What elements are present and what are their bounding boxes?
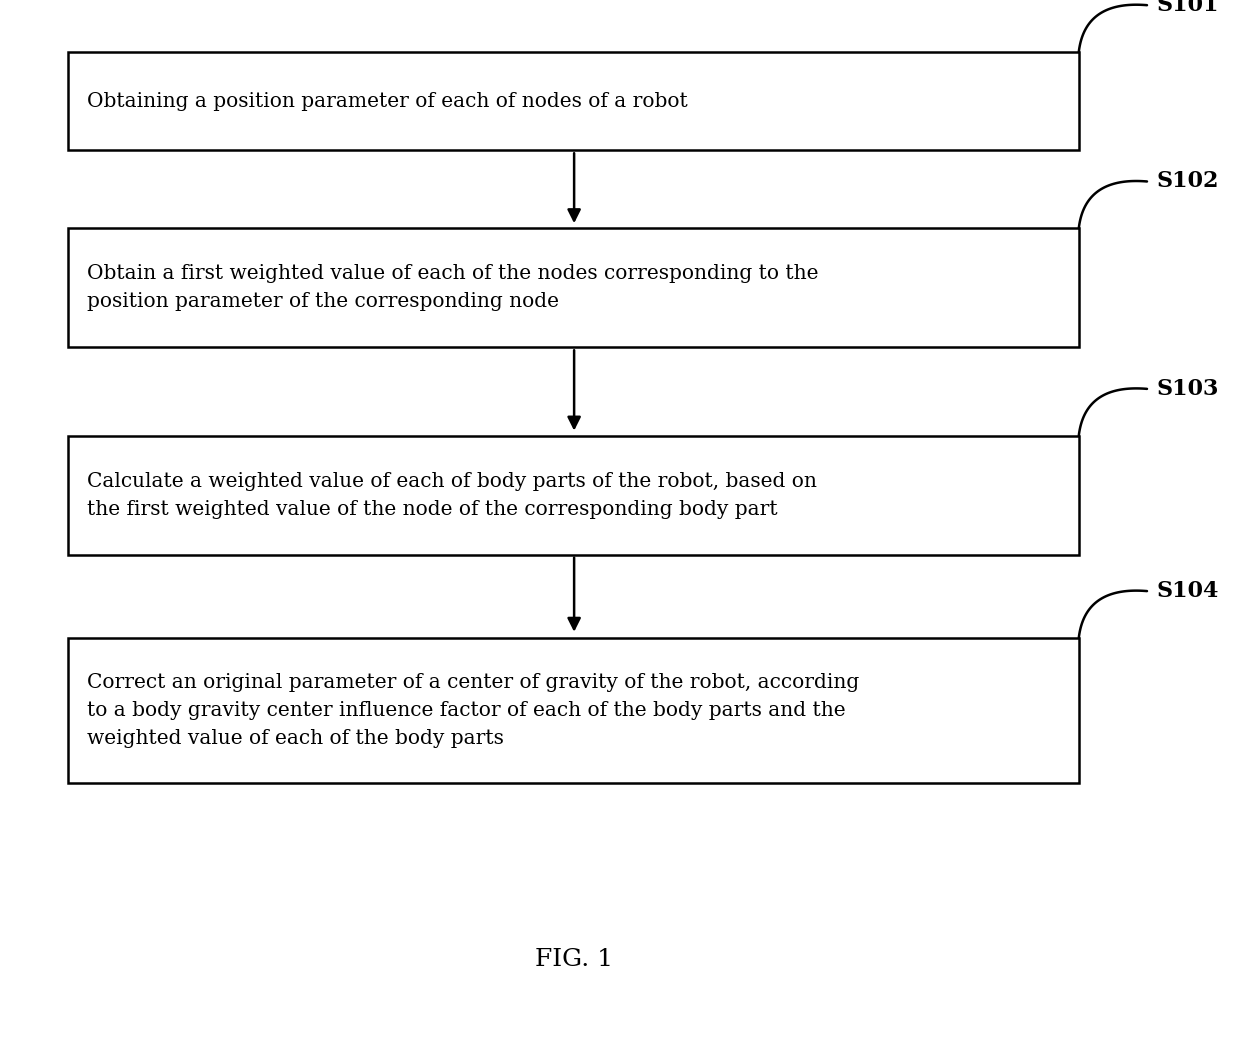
Text: Correct an original parameter of a center of gravity of the robot, according
to : Correct an original parameter of a cente… — [87, 673, 859, 748]
FancyBboxPatch shape — [68, 436, 1079, 555]
Text: S104: S104 — [1157, 580, 1219, 602]
Text: Calculate a weighted value of each of body parts of the robot, based on
the firs: Calculate a weighted value of each of bo… — [87, 472, 817, 518]
Text: Obtain a first weighted value of each of the nodes corresponding to the
position: Obtain a first weighted value of each of… — [87, 264, 818, 311]
Text: S102: S102 — [1157, 170, 1219, 193]
Text: Obtaining a position parameter of each of nodes of a robot: Obtaining a position parameter of each o… — [87, 91, 687, 111]
Text: S103: S103 — [1157, 377, 1219, 400]
Text: FIG. 1: FIG. 1 — [536, 948, 613, 971]
Text: S101: S101 — [1157, 0, 1219, 17]
FancyBboxPatch shape — [68, 228, 1079, 347]
FancyBboxPatch shape — [68, 638, 1079, 783]
FancyBboxPatch shape — [68, 52, 1079, 150]
